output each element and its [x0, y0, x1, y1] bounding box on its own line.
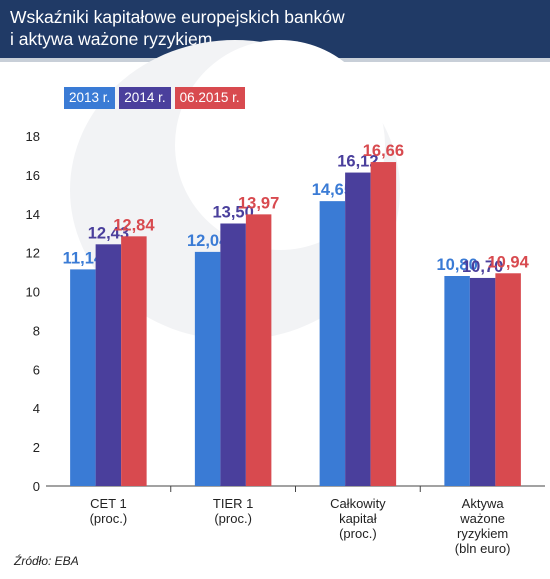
category-label: Całkowity [330, 496, 386, 511]
y-tick-label: 4 [33, 401, 40, 416]
bar [245, 214, 272, 486]
bar [469, 277, 496, 486]
bar [220, 223, 246, 486]
legend-item-2013: 2013 r. [64, 87, 116, 109]
category-label: TIER 1 [213, 496, 253, 511]
bar [444, 276, 470, 486]
category-label: ważone [459, 511, 505, 526]
y-tick-label: 14 [26, 207, 40, 222]
chart-title: Wskaźniki kapitałowe europejskich banków… [10, 6, 540, 50]
legend-item-2014: 2014 r. [119, 87, 171, 109]
data-label: 12,84 [113, 216, 155, 234]
y-tick-label: 0 [33, 479, 40, 494]
category-label: (bln euro) [455, 541, 511, 556]
data-label: 12,04 [187, 232, 229, 250]
bar [70, 269, 96, 486]
y-tick-label: 18 [26, 129, 40, 144]
y-tick-label: 8 [33, 323, 40, 338]
data-label: 16,12 [337, 153, 378, 171]
legend-item-2015: 06.2015 r. [174, 87, 245, 109]
category-label: (proc.) [339, 526, 377, 541]
category-label: (proc.) [90, 511, 128, 526]
data-label: 16,66 [363, 142, 404, 160]
data-label: 14,65 [312, 181, 353, 199]
bar [194, 251, 221, 486]
data-label: 10,80 [436, 256, 477, 274]
category-label: ryzykiem [457, 526, 508, 541]
chart-title-line-2: i aktywa ważone ryzykiem [10, 29, 213, 49]
y-tick-label: 6 [33, 362, 40, 377]
data-label: 10,94 [487, 253, 529, 271]
bar [95, 244, 122, 486]
bar [370, 162, 397, 487]
category-label: (proc.) [214, 511, 252, 526]
category-label: kapitał [339, 511, 377, 526]
data-label: 10,70 [462, 258, 503, 276]
y-tick-label: 16 [26, 168, 40, 183]
data-label: 12,43 [88, 224, 129, 242]
category-label: Aktywa [462, 496, 505, 511]
y-tick-label: 10 [26, 285, 40, 300]
bar [345, 172, 371, 487]
data-label: 13,97 [238, 194, 279, 212]
source-note: Źródło: EBA [14, 554, 79, 568]
y-tick-label: 12 [26, 246, 40, 261]
data-label: 13,50 [212, 204, 253, 222]
chart-title-line-1: Wskaźniki kapitałowe europejskich banków [10, 7, 345, 27]
legend: 2013 r. 2014 r. 06.2015 r. [64, 87, 245, 109]
bar [319, 201, 346, 486]
category-label: CET 1 [90, 496, 127, 511]
data-label: 11,14 [63, 249, 104, 267]
bar [121, 236, 147, 486]
bar [495, 273, 521, 486]
y-tick-label: 2 [33, 440, 40, 455]
